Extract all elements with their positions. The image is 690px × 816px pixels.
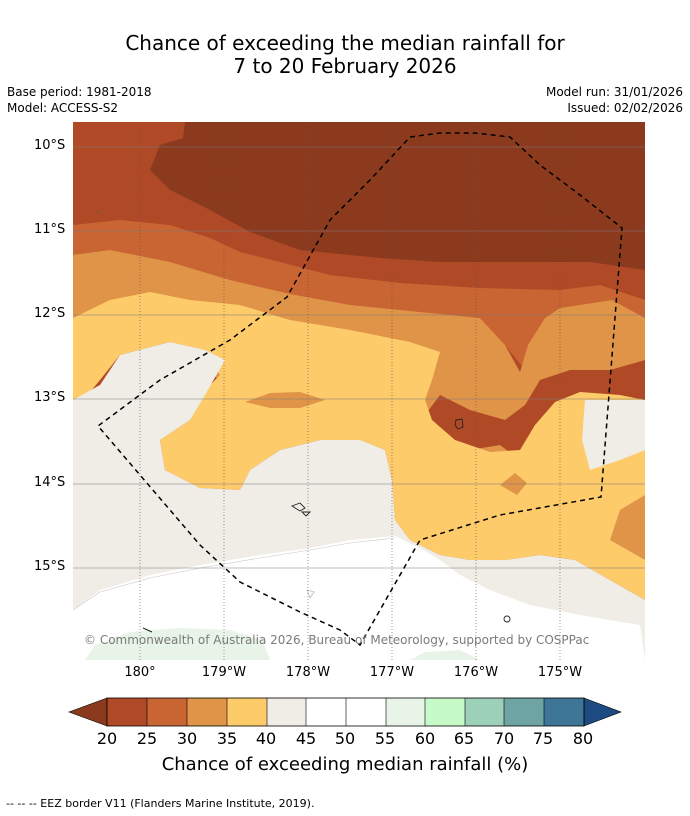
colorbar-title: Chance of exceeding median rainfall (%) — [161, 754, 529, 775]
map-title-line1: Chance of exceeding the median rainfall … — [125, 31, 565, 55]
zone-45-50-east — [582, 400, 645, 470]
colorbar-tick-55: 55 — [374, 729, 396, 748]
colorbar-tick-60: 60 — [414, 729, 436, 748]
colorbar-cell-7 — [346, 698, 386, 726]
zone-40-45 — [73, 292, 645, 600]
lat-label-4: 13°S — [34, 390, 66, 405]
colorbar-tick-70: 70 — [493, 729, 515, 748]
colorbar-tick-65: 65 — [453, 729, 475, 748]
colorbar-min-arrow — [68, 697, 108, 727]
colorbar-tick-20: 20 — [96, 729, 118, 748]
base-period: Base period: 1981-2018 — [7, 85, 152, 99]
lon-label-6: 175°W — [537, 665, 583, 680]
colorbar-cell-3 — [187, 698, 227, 726]
lon-label-1: 180° — [124, 665, 156, 680]
colorbar-tick-80: 80 — [572, 729, 594, 748]
lat-label-1: 10°S — [34, 138, 66, 153]
lon-label-3: 178°W — [285, 665, 331, 680]
zone-35-40-patch — [245, 392, 325, 408]
lat-label-3: 12°S — [34, 306, 66, 321]
island-outline-1 — [454, 418, 464, 430]
zone-55-60-south — [410, 650, 480, 660]
colorbar-cell-9 — [425, 698, 465, 726]
colorbar-tick-40: 40 — [255, 729, 277, 748]
colorbar — [68, 697, 622, 727]
colorbar-cell-11 — [504, 698, 544, 726]
island-outline-3 — [300, 511, 312, 517]
colorbar-cell-2 — [147, 698, 187, 726]
lat-label-2: 11°S — [34, 222, 66, 237]
island-outline-6 — [142, 627, 153, 633]
eez-footnote: -- -- -- EEZ border V11 (Flanders Marine… — [6, 797, 315, 810]
rainfall-probability-map — [73, 122, 645, 660]
zone-35-40-patch3 — [610, 495, 645, 560]
colorbar-tick-35: 35 — [216, 729, 238, 748]
issued-date: Issued: 02/02/2026 — [567, 101, 683, 115]
colorbar-tick-45: 45 — [295, 729, 317, 748]
colorbar-tick-50: 50 — [334, 729, 356, 748]
lon-label-5: 176°W — [453, 665, 499, 680]
zone-30-35 — [73, 220, 645, 370]
lon-label-2: 179°W — [201, 665, 247, 680]
contour-line — [73, 537, 396, 611]
zone-50-55 — [73, 536, 645, 660]
colorbar-dividers — [146, 698, 545, 726]
colorbar-cell-1 — [107, 698, 147, 726]
model-name: Model: ACCESS-S2 — [7, 101, 119, 115]
colorbar-tick-30: 30 — [176, 729, 198, 748]
lat-label-5: 14°S — [34, 475, 66, 490]
island-outline-4 — [503, 615, 511, 623]
colorbar-tick-25: 25 — [136, 729, 158, 748]
island-outline-2 — [290, 502, 306, 512]
lat-label-6: 15°S — [34, 559, 66, 574]
colorbar-cell-4 — [227, 698, 267, 726]
colorbar-max-arrow — [583, 697, 622, 727]
colorbar-cell-10 — [465, 698, 504, 726]
colorbar-cell-6 — [306, 698, 346, 726]
colorbar-cell-12 — [544, 698, 584, 726]
colorbar-cell-5 — [267, 698, 306, 726]
copyright-notice: © Commonwealth of Australia 2026, Bureau… — [84, 633, 590, 647]
latitude-gridlines — [73, 146, 645, 569]
model-run: Model run: 31/01/2026 — [545, 85, 683, 99]
island-outline-5 — [306, 589, 315, 599]
colorbar-tick-75: 75 — [532, 729, 554, 748]
colorbar-frame — [106, 697, 585, 727]
colorbar-cell-8 — [386, 698, 425, 726]
zone-20-25 — [150, 122, 645, 270]
lon-label-4: 177°W — [369, 665, 415, 680]
map-title-line2: 7 to 20 February 2026 — [233, 54, 457, 78]
